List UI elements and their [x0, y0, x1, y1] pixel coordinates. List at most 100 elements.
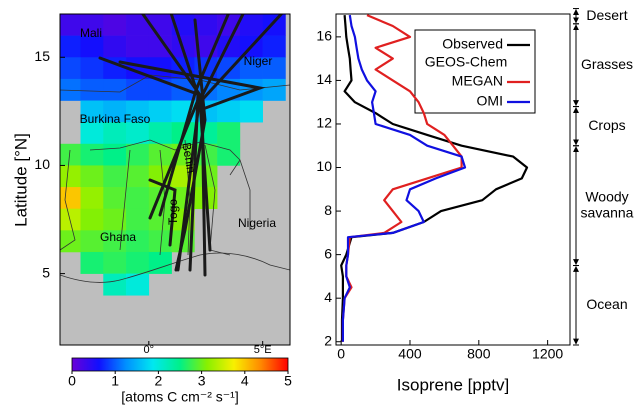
x-tick-label: 0° — [144, 344, 155, 356]
heat-cell — [60, 208, 81, 231]
heat-cell — [194, 14, 218, 36]
heat-cell — [103, 143, 127, 166]
heat-cell — [60, 78, 81, 101]
heat-cell — [103, 35, 127, 58]
y-tick-label: 2 — [324, 332, 332, 348]
country-label: Nigeria — [238, 216, 276, 230]
y-tick-label: 10 — [34, 156, 50, 172]
heat-cell — [262, 78, 286, 101]
country-label: Ghana — [100, 230, 136, 244]
zone-label: Grasses — [581, 56, 633, 72]
x-tick-label: 400 — [398, 346, 422, 362]
heat-cell — [262, 35, 286, 58]
heat-cell — [126, 143, 150, 166]
heat-cell — [103, 100, 127, 123]
x-tick-label: 5°E — [254, 344, 272, 356]
heat-cell — [148, 208, 172, 231]
country-label: Benin — [179, 142, 198, 175]
series-line — [340, 15, 529, 342]
heat-cell — [60, 14, 81, 36]
y-tick-label: 15 — [34, 48, 50, 64]
heat-cell — [126, 100, 150, 123]
flight-tracks — [98, 14, 284, 277]
heat-cell — [60, 165, 81, 188]
zone-label: Crops — [588, 117, 625, 133]
heat-cell — [262, 14, 286, 36]
colorbar — [71, 357, 289, 372]
colorbar-tick-label: 0 — [68, 373, 76, 389]
colorbar-label: [atoms C cm⁻² s⁻¹] — [121, 389, 238, 405]
colorbar-tick-label: 3 — [198, 373, 206, 389]
y-tick-label: 12 — [316, 115, 332, 131]
legend-heading: GEOS-Chem — [425, 54, 507, 70]
colorbar-tick-label: 2 — [155, 373, 163, 389]
heat-cell — [126, 14, 150, 36]
heat-cell — [148, 251, 172, 274]
series-line — [341, 14, 467, 342]
x-axis-label: Isoprene [pptv] — [397, 375, 509, 394]
legend-label: OMI — [477, 93, 503, 109]
heat-cell — [126, 187, 150, 210]
heat-cell — [262, 57, 286, 80]
heat-cell — [103, 251, 127, 274]
country-label: Togo — [166, 199, 180, 225]
heat-cell — [126, 165, 150, 188]
heat-cell — [217, 35, 241, 58]
map-frame — [59, 13, 291, 346]
heat-cell — [126, 230, 150, 253]
heat-cell — [60, 187, 81, 210]
heat-cell — [148, 230, 172, 253]
x-tick-label: 1200 — [532, 346, 563, 362]
heat-cell — [103, 187, 127, 210]
heat-cell — [103, 122, 127, 145]
heat-cell — [126, 35, 150, 58]
y-tick-label: 10 — [316, 158, 332, 174]
plot-frame — [335, 13, 571, 346]
zone-label: Desert — [586, 7, 627, 23]
heat-cell — [217, 143, 241, 166]
country-label: Mali — [80, 26, 102, 40]
heat-cell — [126, 251, 150, 274]
heat-cell — [60, 57, 81, 80]
legend-box — [414, 29, 536, 114]
heat-cell — [126, 273, 150, 296]
zone-label: Woody — [585, 188, 628, 204]
x-tick-label: 800 — [467, 346, 491, 362]
colorbar-tick-label: 4 — [241, 373, 249, 389]
colorbar-tick-label: 5 — [284, 373, 292, 389]
country-label: Niger — [244, 54, 273, 68]
heat-cell — [103, 273, 127, 296]
heat-cell — [217, 122, 241, 145]
y-tick-label: 4 — [324, 289, 332, 305]
heat-cell — [148, 78, 172, 101]
heat-cell — [80, 14, 104, 36]
heat-cell — [80, 230, 104, 253]
borders — [60, 74, 290, 283]
heat-cell — [103, 14, 127, 36]
zone-label: Ocean — [586, 296, 627, 312]
heat-cell — [126, 122, 150, 145]
y-tick-label: 14 — [316, 71, 332, 87]
heat-cell — [80, 122, 104, 145]
legend-label: Observed — [442, 36, 503, 52]
x-tick-label: 0 — [337, 346, 345, 362]
heat-cell — [80, 100, 104, 123]
heat-cell — [217, 100, 241, 123]
country-label: Burkina Faso — [80, 112, 151, 126]
heat-cell — [103, 165, 127, 188]
heat-cell — [80, 208, 104, 231]
y-tick-label: 5 — [42, 264, 50, 280]
heat-cell — [126, 78, 150, 101]
heat-cell — [80, 35, 104, 58]
heat-cell — [103, 208, 127, 231]
heat-cell — [239, 100, 263, 123]
heat-cell — [239, 14, 263, 36]
y-tick-label: 8 — [324, 202, 332, 218]
heat-cell — [148, 100, 172, 123]
zone-label: savanna — [581, 204, 634, 220]
heat-cell — [80, 78, 104, 101]
y-axis-label: Latitude [°N] — [11, 133, 30, 227]
legend-label: MEGAN — [452, 73, 503, 89]
heat-cell — [239, 57, 263, 80]
